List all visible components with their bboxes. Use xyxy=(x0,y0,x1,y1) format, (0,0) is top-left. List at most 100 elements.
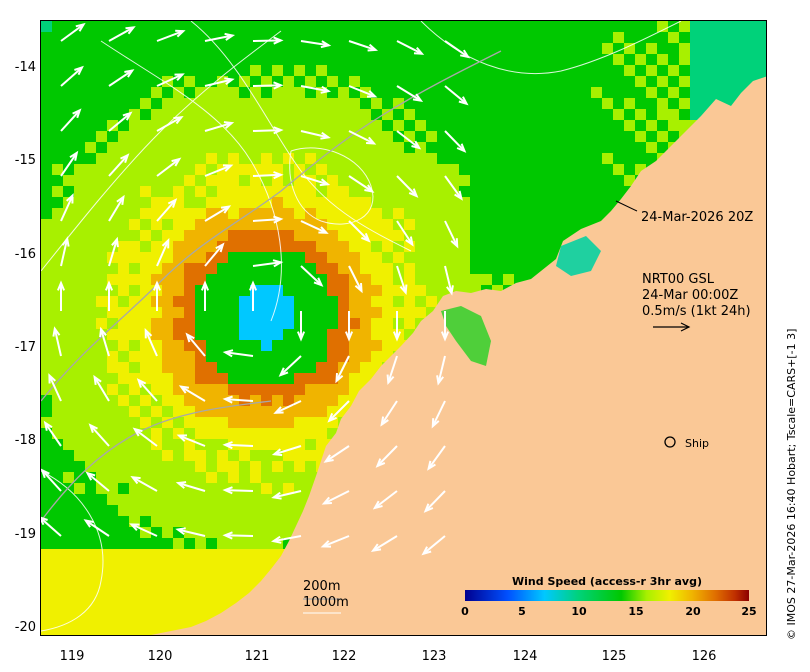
wind-cell xyxy=(283,32,294,43)
wind-cell xyxy=(74,472,85,483)
wind-cell xyxy=(239,417,250,428)
wind-cell xyxy=(140,219,151,230)
wind-cell xyxy=(129,65,140,76)
wind-cell xyxy=(316,76,327,87)
wind-cell xyxy=(129,263,140,274)
wind-cell xyxy=(525,131,536,142)
wind-cell xyxy=(184,164,195,175)
wind-cell xyxy=(690,98,701,109)
wind-cell xyxy=(492,76,503,87)
wind-cell xyxy=(52,241,63,252)
wind-cell xyxy=(404,197,415,208)
wind-cell xyxy=(52,340,63,351)
wind-vector-head xyxy=(224,32,236,41)
wind-cell xyxy=(206,274,217,285)
wind-cell xyxy=(85,571,96,582)
wind-cell xyxy=(272,274,283,285)
wind-cell xyxy=(624,120,635,131)
wind-cell xyxy=(96,516,107,527)
wind-cell xyxy=(393,285,404,296)
wind-cell xyxy=(184,120,195,131)
wind-cell xyxy=(140,593,151,604)
x-tick-label: 121 xyxy=(244,649,270,664)
wind-cell xyxy=(250,32,261,43)
wind-cell xyxy=(426,87,437,98)
wind-cell xyxy=(96,142,107,153)
wind-cell xyxy=(481,153,492,164)
wind-cell xyxy=(393,65,404,76)
wind-cell xyxy=(338,131,349,142)
wind-cell xyxy=(734,54,745,65)
wind-cell xyxy=(228,197,239,208)
wind-cell xyxy=(349,87,360,98)
wind-cell xyxy=(349,54,360,65)
wind-cell xyxy=(525,252,536,263)
wind-cell xyxy=(228,285,239,296)
wind-cell xyxy=(184,593,195,604)
wind-cell xyxy=(63,428,74,439)
wind-cell xyxy=(52,274,63,285)
wind-cell xyxy=(217,21,228,32)
wind-cell xyxy=(184,516,195,527)
wind-cell xyxy=(173,450,184,461)
wind-vector-head xyxy=(171,157,182,167)
wind-cell xyxy=(85,384,96,395)
wind-cell xyxy=(217,494,228,505)
wind-cell xyxy=(514,274,525,285)
wind-cell xyxy=(228,373,239,384)
wind-cell xyxy=(569,197,580,208)
wind-cell xyxy=(173,340,184,351)
wind-cell xyxy=(52,582,63,593)
wind-cell xyxy=(492,21,503,32)
wind-cell xyxy=(371,241,382,252)
wind-map[interactable]: 24-Mar-2026 20Z NRT00 GSL 24-Mar 00:00Z … xyxy=(40,20,767,636)
wind-vector-head xyxy=(200,280,210,291)
wind-cell xyxy=(184,395,195,406)
wind-cell xyxy=(41,604,52,615)
wind-vector xyxy=(396,175,418,197)
wind-vector xyxy=(444,85,468,105)
wind-cell xyxy=(459,32,470,43)
wind-cell xyxy=(657,43,668,54)
wind-cell xyxy=(228,296,239,307)
wind-vector xyxy=(89,424,110,447)
wind-cell xyxy=(195,142,206,153)
wind-cell xyxy=(162,549,173,560)
wind-cell xyxy=(96,461,107,472)
wind-cell xyxy=(118,76,129,87)
wind-vector xyxy=(387,355,398,383)
wind-cell xyxy=(129,593,140,604)
wind-cell xyxy=(349,32,360,43)
wind-vector-head xyxy=(372,500,383,510)
wind-cell xyxy=(305,417,316,428)
wind-cell xyxy=(151,516,162,527)
wind-cell xyxy=(85,351,96,362)
wind-cell xyxy=(261,450,272,461)
wind-cell xyxy=(239,461,250,472)
wind-cell xyxy=(360,252,371,263)
wind-cell xyxy=(184,571,195,582)
wind-cell xyxy=(85,175,96,186)
wind-cell xyxy=(162,593,173,604)
wind-cell xyxy=(415,120,426,131)
wind-cell xyxy=(316,439,327,450)
wind-cell xyxy=(602,32,613,43)
wind-cell xyxy=(173,494,184,505)
wind-cell xyxy=(470,175,481,186)
wind-cell xyxy=(338,43,349,54)
wind-cell xyxy=(305,263,316,274)
wind-cell xyxy=(492,131,503,142)
ship-marker[interactable] xyxy=(664,436,676,448)
wind-cell xyxy=(525,120,536,131)
wind-cell xyxy=(679,21,690,32)
wind-cell xyxy=(338,230,349,241)
wind-cell xyxy=(305,54,316,65)
wind-cell xyxy=(437,241,448,252)
wind-cell xyxy=(195,582,206,593)
wind-cell xyxy=(52,153,63,164)
wind-cell xyxy=(228,109,239,120)
colorbar-tick: 5 xyxy=(518,605,526,618)
wind-vector xyxy=(444,220,459,247)
wind-cell xyxy=(85,450,96,461)
wind-cell xyxy=(305,450,316,461)
